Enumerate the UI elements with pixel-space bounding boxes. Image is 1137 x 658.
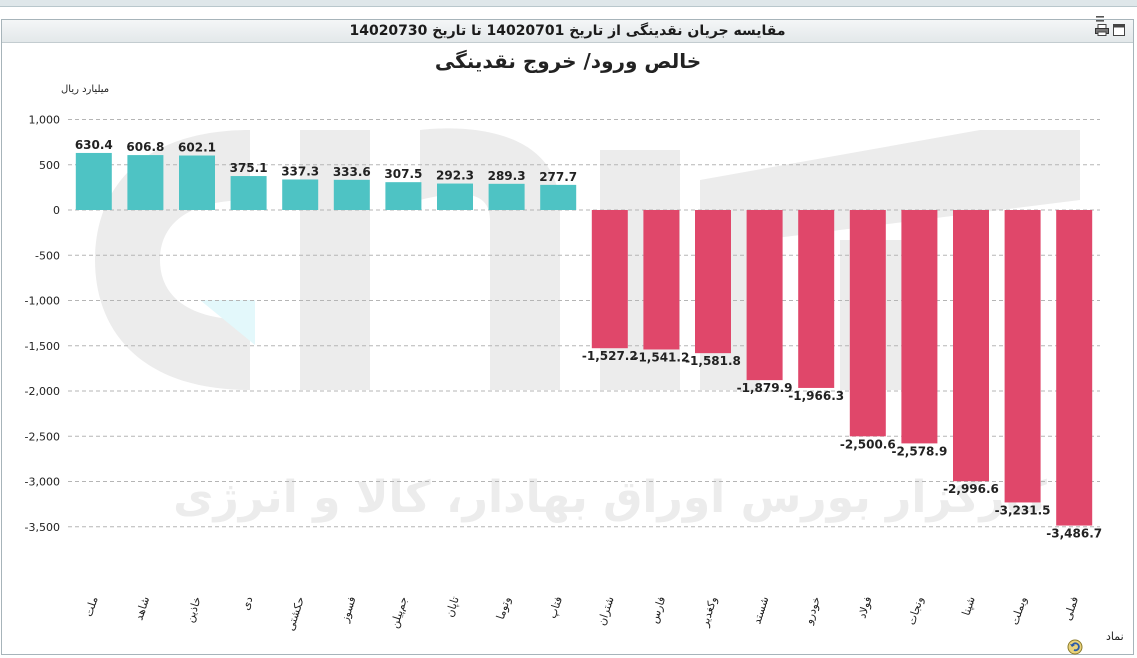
data-label: 292.3 [436,169,474,183]
bar[interactable] [953,210,989,482]
x-tick-label: دی [239,595,256,612]
bar[interactable] [385,182,422,210]
x-tick-label: فتاپ [546,595,565,620]
data-label: -2,500.6 [840,437,896,451]
y-axis: 1,000 500 0 -500 -1,000 -1,500 -2,000 -2,500 -3,… [25,114,60,534]
bar[interactable] [488,183,525,210]
x-tick-label: وکغدیر [698,595,720,629]
data-label: -3,486.7 [1046,527,1102,541]
y-tick-label: -500 [35,249,60,262]
chart-title: خالص ورود/ خروج نقدینگی [435,49,701,73]
y-tick-label: -2,500 [25,430,60,443]
data-label: 375.1 [230,161,268,175]
x-tick-label: شستد [750,595,771,626]
bar[interactable] [695,210,731,354]
bar[interactable] [333,179,370,210]
data-label: 602.1 [178,141,216,155]
x-tick-label: فارس [647,595,668,625]
x-tick-label: ونجات [905,595,926,627]
x-tick-label: شتران [595,595,617,627]
y-tick-label: -3,500 [25,521,60,534]
bar[interactable] [849,210,886,437]
bar[interactable] [179,155,215,210]
data-label: 277.7 [539,170,577,184]
window-title: مقایسه جریان نقدینگی از تاریخ 14020701 ت… [349,23,786,39]
bar[interactable] [437,183,473,210]
x-tick-label: وبملت [1008,595,1029,627]
bar-series [75,152,1093,526]
maximize-icon[interactable] [1113,24,1125,36]
y-axis-unit: میلیارد ریال [61,84,109,95]
y-tick-label: 0 [53,204,60,217]
x-tick-label: وتوما [494,595,514,621]
data-label: -1,527.2 [582,349,638,363]
x-tick-label: فملی [1061,595,1081,622]
print-icon[interactable] [1095,24,1109,36]
minimize-icon[interactable] [1095,14,1105,24]
bar[interactable] [230,176,267,210]
bar[interactable] [282,179,319,210]
x-tick-label: فسوز [338,595,359,625]
window-controls [1095,16,1127,38]
refresh-icon[interactable] [1067,639,1083,655]
x-tick-label: شاهد [132,595,152,622]
bar[interactable] [591,210,628,349]
data-label: -1,966.3 [788,389,844,403]
x-tick-label: ملت [82,595,101,618]
window-titlebar: مقایسه جریان نقدینگی از تاریخ 14020701 ت… [2,16,1133,43]
bar[interactable] [643,210,680,350]
bar[interactable] [1056,210,1093,526]
data-label: -2,578.9 [891,444,947,458]
y-tick-label: -3,000 [25,476,60,489]
data-label: -1,541.2 [633,350,689,364]
data-label: -1,879.9 [737,381,793,395]
x-tick-label: شپنا [960,595,978,617]
bar[interactable] [1004,210,1041,503]
x-tick-label: جم‌پیلن [388,595,410,630]
x-tick-label: خودرو [802,595,823,627]
bar[interactable] [75,152,112,210]
watermark-text: کارگزار بورس اوراق بهادار، کالا و انرژی [173,471,1047,523]
data-label: -3,231.5 [995,503,1051,517]
bar[interactable] [540,184,577,210]
data-label: 333.6 [333,165,371,179]
y-tick-label: -2,000 [25,385,60,398]
top-strip [0,0,1137,7]
data-label: 606.8 [126,140,164,154]
bar[interactable] [127,155,164,210]
y-tick-label: -1,000 [25,295,60,308]
data-label: 337.3 [281,164,319,178]
data-labels: 630.4 606.8 602.1 375.1 337.3 333.6 307.5 292.3… [75,138,1102,541]
x-tick-label: حکشتی [284,595,307,632]
bar[interactable] [746,210,783,381]
x-axis: ملت شاهد خاذین دی حکشتی فسوز جم‌پیلن تاپان وتوما… [82,595,1081,633]
y-tick-label: 1,000 [29,114,61,127]
x-tick-label: تاپان [443,595,462,619]
bar[interactable] [901,210,938,444]
data-label: 289.3 [488,169,526,183]
x-axis-label: نماد [1106,630,1124,643]
data-label: 630.4 [75,138,113,152]
x-tick-label: فولاد [855,595,874,620]
data-label: -1,581.8 [685,354,741,368]
x-tick-label: خاذین [183,595,204,624]
data-label: -2,996.6 [943,482,999,496]
y-tick-label: -1,500 [25,340,60,353]
bar[interactable] [798,210,835,388]
y-tick-label: 500 [39,159,60,172]
data-label: 307.5 [384,167,422,181]
